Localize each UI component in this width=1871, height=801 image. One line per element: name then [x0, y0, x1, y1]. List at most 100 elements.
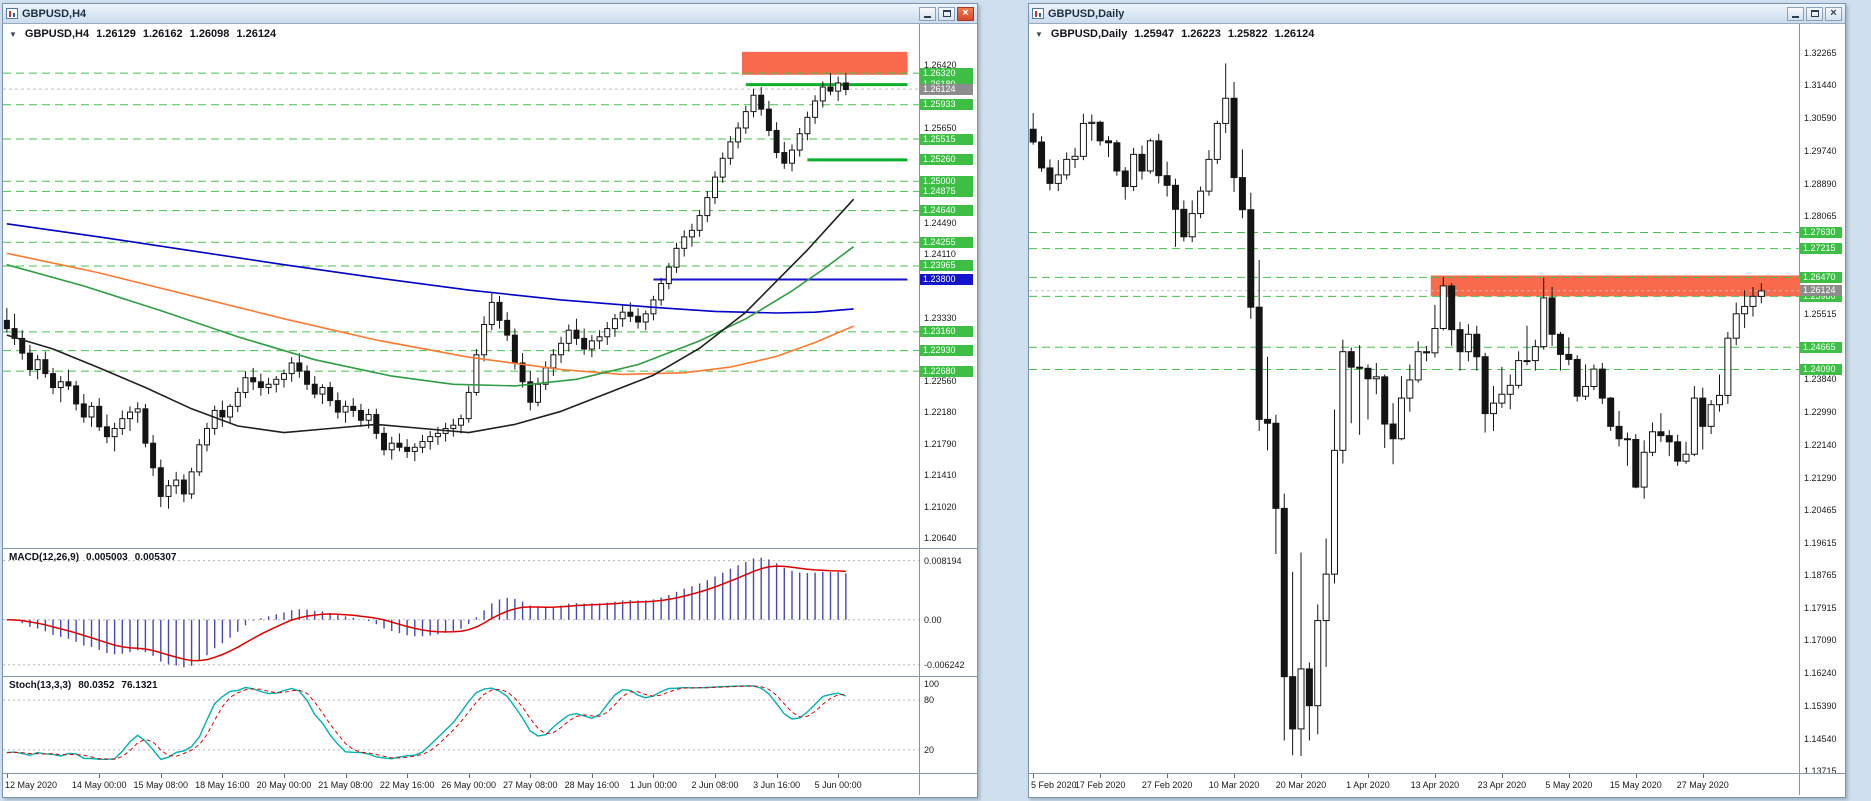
time-axis-daily[interactable]: 5 Feb 2020 17 Feb 2020 27 Feb 2020 10 Mar 2… — [1029, 774, 1799, 795]
axis-corner — [919, 774, 974, 795]
time-tick — [283, 774, 285, 778]
time-tick — [1501, 774, 1503, 778]
time-label: 1 Jun 00:00 — [629, 780, 677, 790]
price-tick: 1.28065 — [1804, 210, 1837, 221]
price-tick: 1.21790 — [924, 439, 957, 450]
symbol-dropdown-icon[interactable]: ▼ — [1035, 30, 1043, 39]
price-tick: 1.13715 — [1804, 765, 1837, 773]
close-value: 1.26124 — [1274, 28, 1315, 40]
stoch-main-value: 80.0352 — [78, 680, 115, 691]
axis-corner — [1799, 774, 1843, 795]
time-label: 27 May 2020 — [1676, 780, 1729, 790]
macd-name: MACD(12,26,9) — [9, 552, 80, 563]
stochastic-axis[interactable]: 100 80 20 — [919, 677, 974, 773]
close-value: 1.26124 — [236, 28, 277, 40]
window-title: GBPUSD,Daily — [1048, 7, 1125, 20]
time-label: 15 May 08:00 — [133, 780, 189, 790]
time-tick — [1568, 774, 1570, 778]
price-level-label: 1.24640 — [920, 205, 973, 217]
price-tick: 1.21410 — [924, 470, 957, 481]
time-tick — [1434, 774, 1436, 778]
price-level-label: 1.23160 — [920, 326, 973, 338]
restore-button[interactable] — [938, 6, 955, 21]
time-tick — [776, 774, 778, 778]
symbol-dropdown-icon[interactable]: ▼ — [9, 30, 17, 39]
macd-panel[interactable] — [3, 549, 919, 676]
time-label: 10 Mar 2020 — [1208, 780, 1260, 790]
time-tick — [1635, 774, 1637, 778]
time-label: 2 Jun 08:00 — [691, 780, 739, 790]
time-label: 17 Feb 2020 — [1074, 780, 1126, 790]
price-level-label: 1.22680 — [920, 365, 973, 377]
time-tick — [1167, 774, 1169, 778]
time-label: 26 May 00:00 — [441, 780, 496, 790]
time-tick — [345, 774, 347, 778]
time-tick — [530, 774, 532, 778]
time-tick — [6, 774, 8, 778]
price-axis-daily[interactable]: 1.32265 1.31440 1.30590 1.29740 1.28890 1.280… — [1799, 24, 1843, 773]
price-tick: 1.31440 — [1804, 80, 1837, 91]
panel-separator[interactable] — [3, 676, 977, 677]
indicator-axis-label: 0.00 — [924, 614, 942, 625]
time-label: 20 May 00:00 — [256, 780, 312, 790]
price-tick: 1.17090 — [1804, 635, 1837, 646]
window-titlebar-h4[interactable]: GBPUSD,H4 × — [3, 4, 977, 24]
price-tick: 1.19615 — [1804, 537, 1837, 548]
chart-icon — [6, 8, 18, 19]
price-level-label: 1.24875 — [920, 185, 973, 197]
price-level-label: 1.25933 — [920, 99, 973, 111]
macd-axis[interactable]: 0.008194 0.00 -0.006242 — [919, 549, 974, 676]
time-tick — [1702, 774, 1704, 778]
time-label: 18 May 16:00 — [195, 780, 250, 790]
time-tick — [222, 774, 224, 778]
main-chart-daily[interactable] — [1029, 24, 1799, 773]
close-button[interactable]: × — [957, 6, 974, 21]
time-label: 12 May 2020 — [5, 780, 58, 790]
stoch-name: Stoch(13,3,3) — [9, 680, 72, 691]
time-tick — [1033, 774, 1035, 778]
time-tick — [715, 774, 717, 778]
time-label: 5 Jun 00:00 — [814, 780, 862, 790]
close-button[interactable]: × — [1825, 6, 1842, 21]
time-label: 27 May 08:00 — [502, 780, 558, 790]
stochastic-panel[interactable] — [3, 677, 919, 773]
time-label: 22 May 16:00 — [379, 780, 435, 790]
price-tick: 1.22140 — [1804, 439, 1837, 450]
time-tick — [591, 774, 593, 778]
time-tick — [653, 774, 655, 778]
symbol-label: GBPUSD,H4 — [24, 28, 90, 40]
price-level-label: 1.24090 — [1800, 363, 1842, 375]
time-label: 3 Jun 16:00 — [753, 780, 801, 790]
time-label: 27 Feb 2020 — [1141, 780, 1193, 790]
price-level-label: 1.25515 — [920, 133, 973, 145]
time-axis-h4[interactable]: 12 May 2020 14 May 00:00 15 May 08:00 18 Ma… — [3, 774, 919, 795]
price-level-label: 1.25000 — [920, 175, 973, 187]
main-chart-h4[interactable] — [3, 24, 919, 548]
price-tick: 1.14540 — [1804, 733, 1837, 744]
macd-main-value: 0.005003 — [86, 552, 128, 563]
price-tick: 1.32265 — [1804, 48, 1837, 59]
time-label: 14 May 00:00 — [71, 780, 127, 790]
macd-signal-value: 0.005307 — [134, 552, 177, 563]
price-level-label: 1.23965 — [920, 260, 973, 272]
window-titlebar-daily[interactable]: GBPUSD,Daily × — [1029, 4, 1845, 24]
minimize-button[interactable] — [919, 6, 936, 21]
indicator-axis-label: 100 — [924, 678, 940, 689]
price-level-label: 1.22930 — [920, 345, 973, 357]
time-tick — [407, 774, 409, 778]
price-level-label: 1.24255 — [920, 236, 973, 248]
price-axis-h4[interactable]: 1.26420 1.25650 1.24490 1.24110 1.23330 1.225… — [919, 24, 974, 548]
restore-button[interactable] — [1806, 6, 1823, 21]
restore-icon — [942, 10, 951, 17]
price-level-label: 1.27630 — [1800, 227, 1842, 239]
macd-label: MACD(12,26,9) 0.005003 0.005307 — [9, 552, 176, 563]
price-tick: 1.15390 — [1804, 701, 1837, 712]
price-tick: 1.22560 — [924, 375, 957, 386]
low-value: 1.26098 — [189, 28, 230, 40]
chart-window-gbpusd-daily: GBPUSD,Daily × ▼ GBPUSD,Daily 1.25947 1.… — [1028, 3, 1846, 798]
panel-separator[interactable] — [3, 548, 977, 549]
price-tick: 1.22180 — [924, 407, 957, 418]
minimize-button[interactable] — [1787, 6, 1804, 21]
time-label: 1 Apr 2020 — [1346, 780, 1390, 790]
